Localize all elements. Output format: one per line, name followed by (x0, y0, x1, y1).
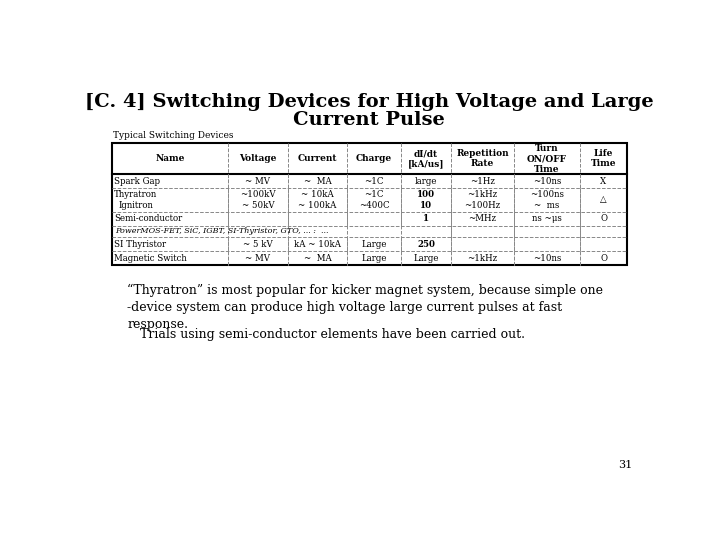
Text: Name: Name (155, 154, 184, 163)
Text: ~1Hz: ~1Hz (470, 177, 495, 186)
Text: SI Thyristor: SI Thyristor (114, 240, 166, 248)
Text: O: O (600, 214, 607, 223)
Bar (112, 143, 627, 265)
Text: Current: Current (298, 154, 337, 163)
Text: Turn
ON/OFF
Time: Turn ON/OFF Time (527, 144, 567, 174)
Text: Voltage: Voltage (239, 154, 276, 163)
Text: Spark Gap: Spark Gap (114, 177, 160, 186)
Text: ~MHz: ~MHz (469, 214, 497, 223)
Text: ~ 5 kV: ~ 5 kV (243, 240, 273, 248)
Text: Life
Time: Life Time (590, 149, 616, 168)
Text: dI/dt
[kA/us]: dI/dt [kA/us] (408, 149, 444, 168)
Text: Typical Switching Devices: Typical Switching Devices (113, 131, 234, 140)
Text: Charge: Charge (356, 154, 392, 163)
Text: PowerMOS-FET, SiC, IGBT, SI-Thyristor, GTO, ... :  ...: PowerMOS-FET, SiC, IGBT, SI-Thyristor, G… (114, 227, 328, 235)
Text: Large: Large (413, 253, 438, 262)
Text: ~1kHz
~100Hz: ~1kHz ~100Hz (464, 190, 500, 210)
Text: O: O (600, 253, 607, 262)
Text: ~10ns: ~10ns (533, 253, 561, 262)
Text: Trials using semi-conductor elements have been carried out.: Trials using semi-conductor elements hav… (140, 328, 526, 341)
Text: Semi-conductor: Semi-conductor (114, 214, 182, 223)
Text: ~1C
~400C: ~1C ~400C (359, 190, 390, 210)
Text: ~1C: ~1C (364, 177, 384, 186)
Text: ~  MA: ~ MA (304, 253, 331, 262)
Text: ~100ns
~  ms: ~100ns ~ ms (530, 190, 564, 210)
Text: ~ MV: ~ MV (246, 177, 270, 186)
Text: large: large (415, 177, 437, 186)
Text: 31: 31 (618, 460, 632, 470)
Text: ns ~μs: ns ~μs (532, 214, 562, 223)
Text: ~  MA: ~ MA (304, 177, 331, 186)
Text: 250: 250 (417, 240, 435, 248)
Text: 100
10: 100 10 (417, 190, 435, 210)
Text: kA ~ 10kA: kA ~ 10kA (294, 240, 341, 248)
Text: Thyratron
Ignitron: Thyratron Ignitron (114, 190, 157, 210)
Text: 1: 1 (423, 214, 429, 223)
Text: “Thyratron” is most popular for kicker magnet system, because simple one
-device: “Thyratron” is most popular for kicker m… (127, 284, 603, 330)
Text: [C. 4] Switching Devices for High Voltage and Large: [C. 4] Switching Devices for High Voltag… (85, 93, 653, 111)
Text: ~ 10kA
~ 100kA: ~ 10kA ~ 100kA (298, 190, 337, 210)
Text: X: X (600, 177, 606, 186)
Text: ~100kV
~ 50kV: ~100kV ~ 50kV (240, 190, 276, 210)
Text: Repetition
Rate: Repetition Rate (456, 149, 509, 168)
Text: Large: Large (361, 240, 387, 248)
Text: Current Pulse: Current Pulse (293, 111, 445, 129)
Text: △: △ (600, 195, 607, 205)
Text: Large: Large (361, 253, 387, 262)
Text: Magnetic Switch: Magnetic Switch (114, 253, 186, 262)
Text: ~10ns: ~10ns (533, 177, 561, 186)
Text: ~ MV: ~ MV (246, 253, 270, 262)
Text: ~1kHz: ~1kHz (467, 253, 498, 262)
